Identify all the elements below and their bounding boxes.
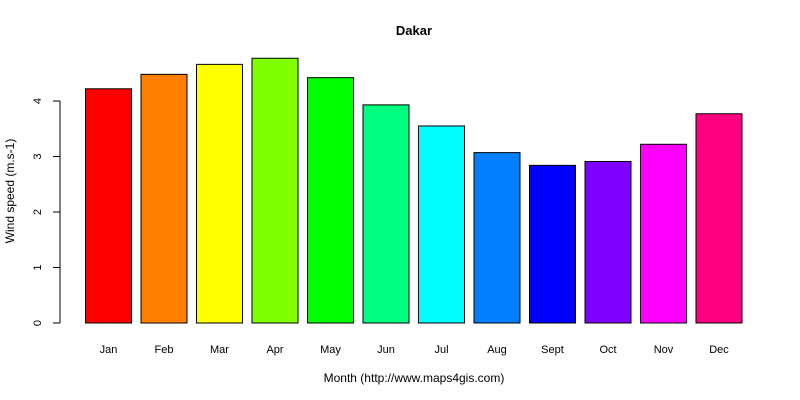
y-tick-label: 2 [32,209,44,215]
x-tick-label: Nov [654,344,674,356]
x-tick-label: Apr [266,344,283,356]
x-tick-label: Dec [709,344,729,356]
bar-oct [584,160,632,324]
bar-may [307,77,354,324]
bar-jan [85,88,132,324]
x-tick-label: Aug [487,344,507,356]
y-tick-label: 4 [32,98,44,104]
chart-title: Dakar [396,23,432,38]
x-tick-label: Jun [377,344,395,356]
y-ticks: 0 1 2 3 4 [32,98,60,326]
bar-apr [251,57,299,324]
bar-jul [418,125,465,324]
bar-nov [640,143,687,324]
y-tick-label: 0 [32,320,44,326]
bar-jun [362,104,410,324]
bar-feb [140,73,188,324]
bar-sept [529,164,576,324]
x-tick-label: Oct [599,344,616,356]
x-tick-label: Jul [434,344,448,356]
bar-dec [695,113,743,324]
x-tick-label: Feb [155,344,174,356]
x-tick-label: Mar [210,344,229,356]
bar-mar [196,63,243,324]
x-axis-label: Month (http://www.maps4gis.com) [324,371,505,385]
x-tick-label: Sept [541,344,564,356]
y-axis-label: Wind speed (m.s-1) [3,139,17,244]
y-tick-label: 3 [32,153,44,159]
x-tick-label: Jan [100,344,118,356]
x-tick-label: May [320,344,341,356]
y-tick-label: 1 [32,264,44,270]
bar-aug [473,152,521,324]
x-tick-labels: Jan Feb Mar Apr May Jun Jul Aug Sept Oct Nov Dec [100,344,730,356]
bars-group [85,57,743,324]
